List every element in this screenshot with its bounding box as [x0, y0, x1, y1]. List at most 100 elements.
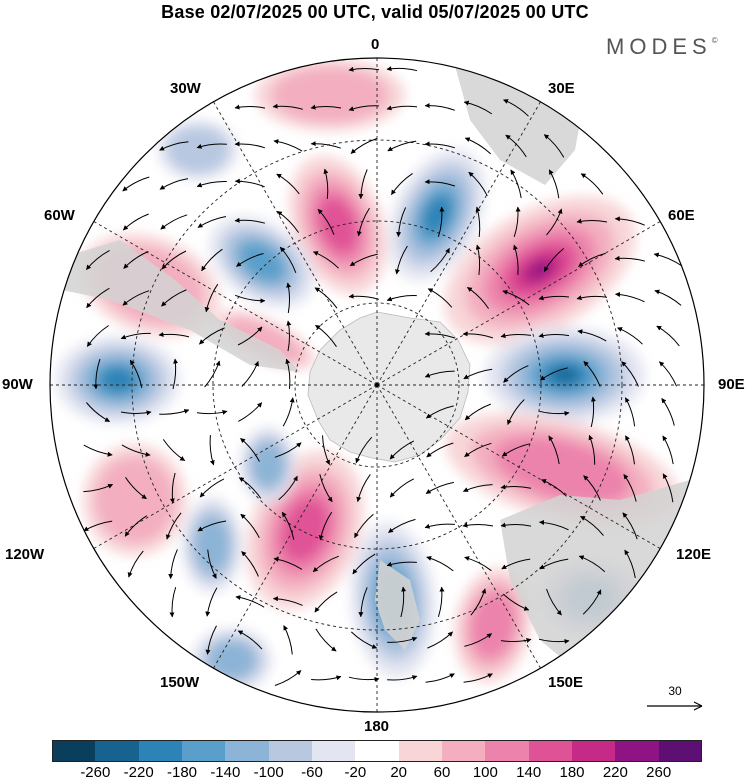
wind-arrow	[159, 178, 189, 190]
wind-arrow	[241, 551, 259, 577]
wind-arrow	[349, 253, 378, 267]
wind-arrow	[580, 173, 604, 195]
wind-arrow	[389, 478, 415, 498]
wind-arrow	[513, 206, 521, 238]
wind-arrow	[621, 361, 639, 387]
wind-arrow	[83, 483, 114, 493]
colorbar-tick-label: -260	[80, 764, 111, 781]
wind-arrow	[235, 294, 266, 304]
anomaly-blob	[423, 196, 451, 234]
south-america-land	[62, 240, 300, 372]
wind-arrow	[122, 176, 150, 192]
wind-arrow	[388, 518, 416, 533]
wind-arrow	[500, 333, 532, 338]
colorbar-tick-label: -180	[166, 764, 198, 781]
reference-vector-value: 30	[668, 684, 682, 698]
lon-label-30w: 30W	[170, 80, 201, 97]
wind-arrow	[582, 589, 602, 615]
colorbar: -260 -220 -180 -140 -100 -60 -20 20 60 100 140 180 2…	[52, 740, 702, 783]
wind-arrow	[201, 248, 223, 272]
lon-label-150w: 150W	[160, 674, 200, 691]
wind-arrow	[426, 555, 454, 572]
wind-arrow	[427, 631, 453, 649]
wind-arrow	[501, 443, 530, 457]
wind-arrow	[653, 252, 683, 267]
anomaly-blob	[271, 66, 389, 124]
wind-arrow	[172, 358, 179, 390]
lon-label-120w: 120W	[5, 546, 45, 563]
wind-arrow	[386, 561, 417, 567]
wind-arrow	[161, 250, 187, 270]
wind-arrow	[120, 332, 151, 340]
wind-arrow	[169, 472, 176, 504]
wind-arrow	[241, 361, 259, 387]
wind-arrow	[462, 331, 494, 339]
wind-arrow	[656, 325, 680, 347]
wind-arrow	[274, 442, 302, 458]
wind-arrow	[276, 210, 300, 233]
wind-arrow	[424, 179, 456, 187]
wind-arrow	[464, 633, 493, 647]
wind-arrow	[93, 358, 101, 390]
wind-arrow	[396, 207, 407, 238]
wind-arrow	[386, 295, 417, 302]
wind-arrow	[86, 402, 111, 422]
anomaly-blob	[318, 197, 358, 253]
wind-arrow	[615, 291, 645, 303]
wind-arrow	[354, 513, 374, 539]
land-masses	[62, 58, 700, 690]
wind-arrow	[235, 595, 265, 608]
anomaly-blob	[94, 456, 176, 544]
wind-arrow	[583, 361, 601, 387]
wind-arrow	[625, 435, 635, 465]
anomaly-blob	[100, 367, 136, 393]
graticule	[50, 58, 704, 712]
wind-arrow	[279, 246, 297, 273]
latitude-circle	[131, 139, 623, 631]
brand-registered-mark: ©	[711, 36, 718, 45]
colorbar-tick-label: 260	[646, 764, 672, 781]
anomaly-blob	[528, 261, 552, 279]
colorbar-tick-label: -20	[344, 764, 367, 781]
wind-arrow	[662, 473, 674, 503]
wind-arrow	[199, 478, 225, 498]
wind-arrow	[425, 673, 455, 683]
wind-arrow	[617, 327, 643, 345]
wind-arrow	[500, 522, 532, 528]
wind-arrow	[237, 326, 263, 346]
lon-label-30e: 30E	[548, 80, 575, 97]
wind-arrow	[83, 520, 113, 532]
wind-arrow	[424, 141, 456, 149]
colorbar-tick-label: 100	[472, 764, 498, 781]
wind-arrow	[624, 549, 636, 579]
colorbar-tick-label: 20	[390, 764, 407, 781]
latitude-circle	[294, 302, 460, 468]
wind-arrow	[577, 329, 607, 342]
wind-arrow	[355, 436, 373, 464]
lon-label-90e: 90E	[718, 376, 745, 393]
wind-arrow	[463, 100, 493, 115]
wind-arrow	[437, 586, 445, 618]
colorbar-tick-label: -220	[123, 764, 154, 781]
wind-arrow	[466, 286, 490, 309]
wind-arrow	[159, 141, 189, 151]
wind-arrow	[318, 511, 333, 541]
wind-arrow	[539, 519, 569, 531]
wind-arrow	[238, 402, 263, 422]
wind-arrow	[209, 435, 215, 466]
wind-arrow	[661, 397, 675, 426]
wind-arrow	[127, 550, 144, 578]
wind-arrow	[350, 138, 378, 154]
lon-label-90w: 90W	[2, 376, 33, 393]
wind-arrow	[426, 442, 454, 458]
wind-arrow	[204, 360, 221, 388]
anomaly-blob	[194, 517, 230, 573]
wind-arrow	[158, 332, 190, 338]
reference-arrow-icon	[647, 701, 703, 711]
wind-arrow	[286, 282, 292, 314]
wind-arrow	[538, 332, 570, 338]
wind-arrow	[196, 180, 227, 188]
colorbar-frame	[52, 740, 702, 762]
wind-arrow	[196, 409, 228, 415]
wind-arrow	[622, 512, 638, 540]
